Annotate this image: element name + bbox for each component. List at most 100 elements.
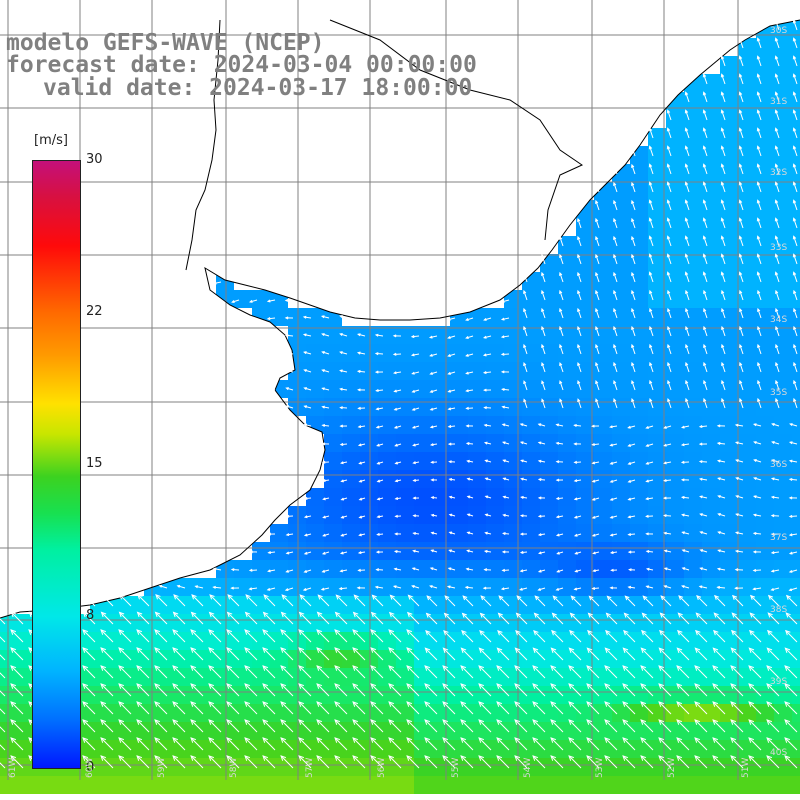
wind-arrow bbox=[10, 701, 24, 715]
wind-arrow bbox=[208, 683, 222, 697]
speed-cell bbox=[558, 524, 576, 542]
wind-arrow bbox=[465, 371, 474, 375]
wind-arrow bbox=[716, 424, 726, 428]
speed-cell bbox=[612, 506, 630, 524]
speed-cell bbox=[576, 740, 594, 758]
wind-arrow bbox=[483, 441, 492, 445]
speed-cell bbox=[540, 416, 558, 434]
wind-arrow bbox=[568, 647, 582, 661]
lon-label: 54W bbox=[523, 757, 533, 778]
wind-arrow bbox=[388, 665, 402, 679]
wind-arrow bbox=[770, 495, 780, 499]
speed-cell bbox=[684, 362, 702, 380]
wind-arrow bbox=[370, 737, 384, 751]
speed-cell bbox=[252, 578, 270, 596]
speed-cell bbox=[306, 506, 324, 524]
speed-cell bbox=[378, 506, 396, 524]
speed-cell bbox=[234, 704, 252, 722]
wind-arrow bbox=[649, 361, 654, 373]
wind-arrow bbox=[684, 235, 690, 247]
wind-arrow bbox=[684, 145, 690, 157]
wind-arrow bbox=[649, 379, 654, 391]
speed-cell bbox=[702, 92, 720, 110]
speed-cell bbox=[738, 182, 756, 200]
wind-arrow bbox=[100, 647, 114, 661]
wind-arrow bbox=[339, 569, 348, 573]
speed-cell bbox=[612, 578, 630, 596]
speed-cell bbox=[774, 452, 792, 470]
speed-cell bbox=[630, 632, 648, 650]
speed-cell bbox=[792, 380, 800, 398]
wind-arrow bbox=[609, 479, 618, 483]
wind-arrow bbox=[465, 389, 474, 393]
wind-arrow bbox=[604, 719, 618, 733]
wind-arrow bbox=[685, 289, 690, 301]
speed-cell bbox=[324, 686, 342, 704]
speed-cell bbox=[684, 308, 702, 326]
speed-cell bbox=[162, 704, 180, 722]
speed-cell bbox=[630, 488, 648, 506]
wind-arrow bbox=[559, 343, 564, 355]
speed-cell bbox=[468, 506, 486, 524]
speed-cell bbox=[378, 434, 396, 452]
wind-arrow bbox=[681, 585, 690, 589]
speed-cell bbox=[792, 218, 800, 236]
speed-cell bbox=[198, 740, 216, 758]
wind-arrow bbox=[155, 594, 168, 607]
wind-arrow bbox=[208, 665, 222, 679]
speed-cell bbox=[648, 380, 666, 398]
speed-cell bbox=[216, 578, 234, 596]
wind-arrow bbox=[717, 549, 726, 553]
speed-cell bbox=[198, 686, 216, 704]
speed-cell bbox=[558, 470, 576, 488]
wind-arrow bbox=[631, 361, 636, 373]
speed-cell bbox=[684, 704, 702, 722]
wind-arrow bbox=[663, 531, 672, 535]
speed-cell bbox=[18, 632, 36, 650]
wind-arrow bbox=[684, 91, 690, 103]
speed-cell bbox=[90, 686, 108, 704]
speed-cell bbox=[126, 668, 144, 686]
wind-arrow bbox=[573, 497, 582, 501]
wind-arrow bbox=[83, 594, 96, 607]
wind-arrow bbox=[774, 235, 780, 247]
speed-cell bbox=[360, 686, 378, 704]
wind-arrow bbox=[591, 479, 600, 483]
speed-cell bbox=[756, 38, 774, 56]
speed-cell bbox=[468, 740, 486, 758]
speed-cell bbox=[774, 632, 792, 650]
speed-cell bbox=[378, 758, 396, 776]
wind-arrow bbox=[774, 109, 780, 121]
wind-arrow bbox=[622, 647, 636, 661]
wind-arrow bbox=[586, 719, 600, 733]
wind-arrow bbox=[208, 701, 222, 715]
wind-arrow bbox=[393, 567, 402, 571]
speed-cell bbox=[720, 506, 738, 524]
wind-arrow bbox=[622, 665, 636, 679]
wind-arrow bbox=[424, 647, 438, 661]
speed-cell bbox=[702, 488, 720, 506]
speed-cell bbox=[702, 182, 720, 200]
wind-arrow bbox=[284, 351, 294, 355]
speed-cell bbox=[180, 614, 198, 632]
wind-arrow bbox=[793, 379, 798, 391]
speed-cell bbox=[612, 596, 630, 614]
wind-arrow bbox=[119, 594, 132, 607]
wind-arrow bbox=[466, 549, 474, 553]
wind-arrow bbox=[624, 595, 636, 607]
speed-cell bbox=[306, 560, 324, 578]
speed-cell bbox=[324, 344, 342, 362]
speed-cell bbox=[0, 632, 18, 650]
speed-cell bbox=[378, 398, 396, 416]
wind-arrow bbox=[756, 109, 762, 121]
wind-arrow bbox=[357, 406, 366, 410]
speed-cell bbox=[792, 542, 800, 560]
speed-cell bbox=[666, 578, 684, 596]
speed-cell bbox=[90, 776, 108, 794]
wind-arrow bbox=[249, 299, 258, 303]
speed-cell bbox=[432, 488, 450, 506]
wind-arrow bbox=[496, 665, 510, 679]
speed-cell bbox=[666, 434, 684, 452]
speed-cell bbox=[342, 416, 360, 434]
wind-arrow bbox=[703, 325, 708, 337]
